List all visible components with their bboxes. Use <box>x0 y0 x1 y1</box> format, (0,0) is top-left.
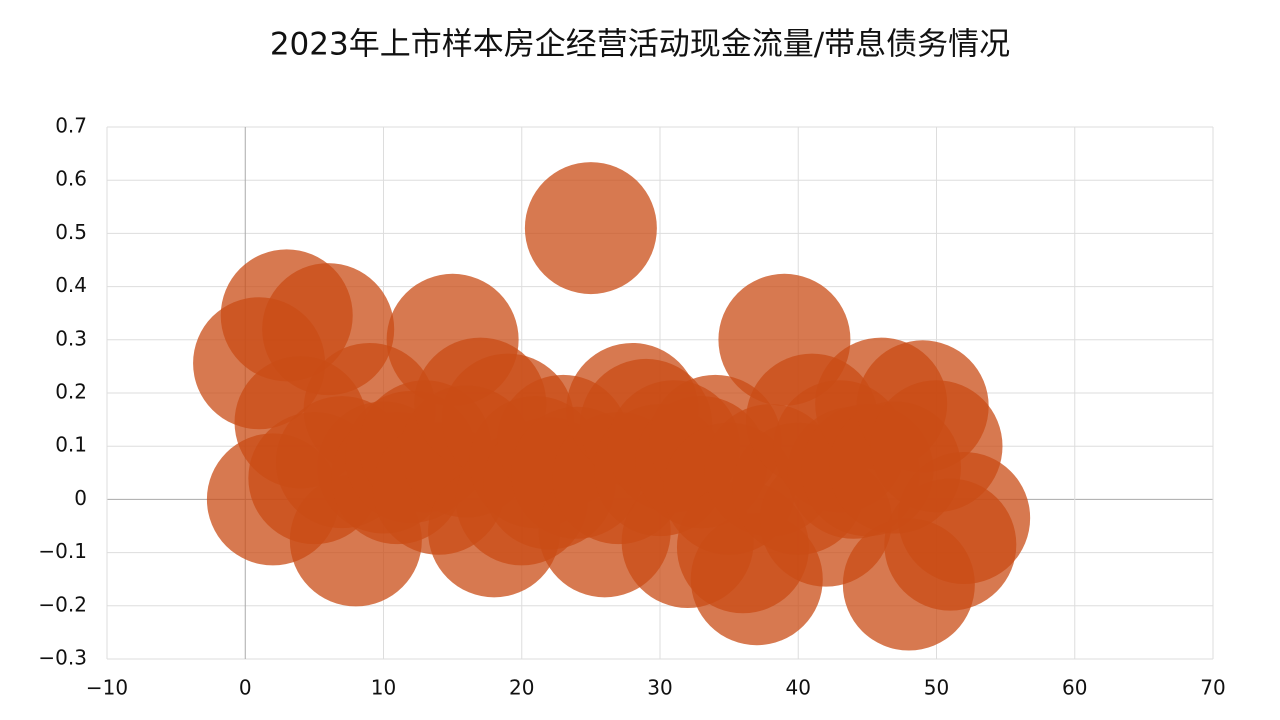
y-tick-label: −0.1 <box>38 539 87 563</box>
y-tick-label: −0.2 <box>38 592 87 616</box>
x-tick-label: 10 <box>371 676 396 700</box>
x-tick-label: 30 <box>647 676 672 700</box>
y-tick-label: 0.7 <box>55 114 87 138</box>
y-tick-label: 0.4 <box>55 273 87 297</box>
bubble <box>524 162 657 295</box>
chart-title: 2023年上市样本房企经营活动现金流量/带息债务情况 <box>270 27 1010 63</box>
x-tick-label: 0 <box>239 676 252 700</box>
y-tick-label: 0.6 <box>55 167 87 191</box>
y-tick-label: 0.5 <box>55 220 87 244</box>
x-tick-label: −10 <box>86 676 128 700</box>
y-tick-label: 0 <box>74 486 87 510</box>
y-tick-label: 0.3 <box>55 326 87 350</box>
y-tick-label: 0.2 <box>55 380 87 404</box>
x-tick-label: 60 <box>1062 676 1087 700</box>
y-tick-label: 0.1 <box>55 433 87 457</box>
bubble <box>898 452 1031 585</box>
y-tick-label: −0.3 <box>38 646 87 670</box>
x-tick-label: 50 <box>924 676 949 700</box>
x-tick-label: 40 <box>786 676 811 700</box>
x-tick-label: 20 <box>509 676 534 700</box>
x-tick-label: 70 <box>1200 676 1225 700</box>
